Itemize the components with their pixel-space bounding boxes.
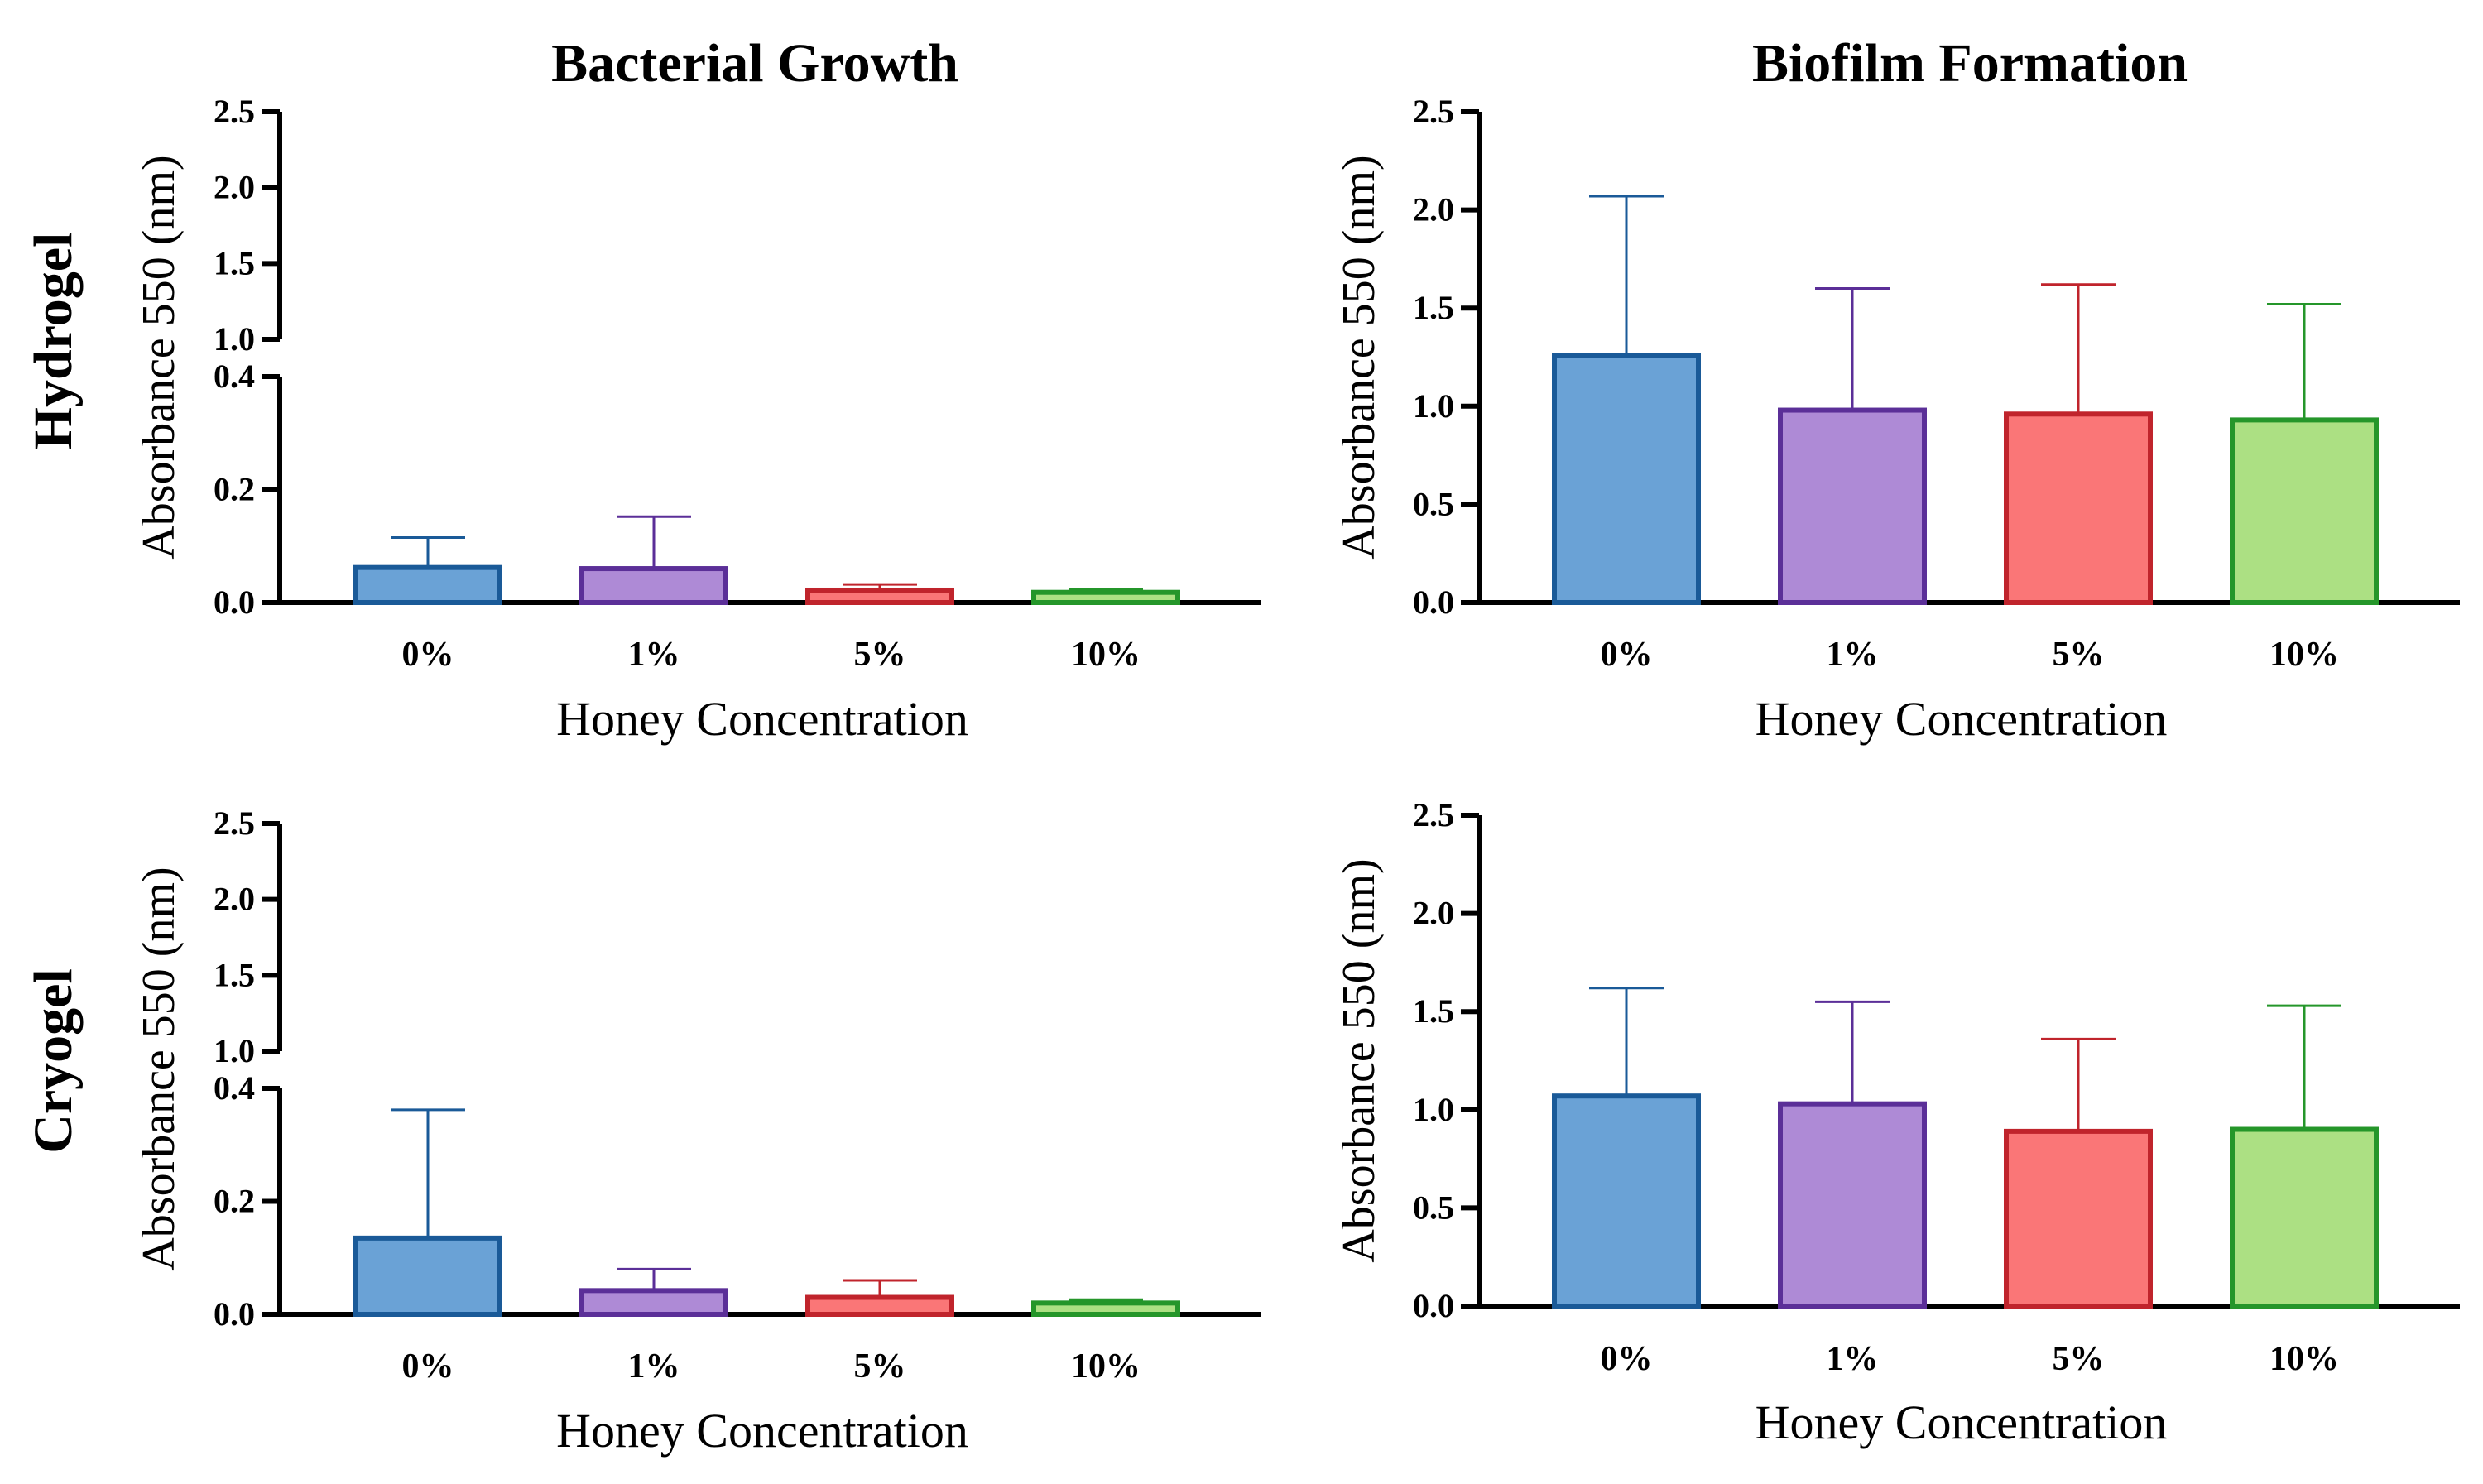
bar-1pct [579,1288,728,1317]
y-tick-label: 1.0 [1413,387,1454,425]
y-axis-title: Absorbance 550 (nm) [1333,155,1385,559]
y-tick-label: 1.0 [214,320,255,358]
x-tick-label: 10% [2269,636,2339,674]
x-tick-label: 5% [854,636,906,674]
y-tick-label: 1.0 [214,1032,255,1069]
x-tick-label: 1% [1827,1340,1879,1378]
y-tick-label: 0.0 [1413,584,1454,621]
x-tick-label: 10% [1071,1347,1141,1386]
x-tick-label: 5% [2053,1340,2105,1378]
y-tick-label: 1.5 [214,244,255,281]
x-axis-title: Honey Concentration [556,1404,968,1458]
y-tick-label: 2.0 [1413,895,1454,932]
x-tick-label: 0% [1601,636,1653,674]
y-axis-title: Absorbance 550 (nm) [133,867,185,1270]
x-axis-title: Honey Concentration [556,692,968,746]
x-tick-label: 0% [1601,1340,1653,1378]
x-tick-label: 5% [854,1347,906,1386]
panel-hydrogel-bacterial-growth: 0.0 0.2 0.41.0 1.5 2.0 2.5 0% 1% 5% 10% Honey Conc… [133,93,1261,746]
bar-0pct [353,564,502,605]
y-tick-label: 0.4 [214,358,255,395]
y-axis-title: Absorbance 550 (nm) [133,155,185,559]
y-tick-label: 1.0 [1413,1091,1454,1128]
bar-0pct [353,1235,502,1318]
y-tick-label: 1.5 [214,956,255,993]
y-tick-label: 2.5 [214,93,255,130]
x-tick-label: 1% [628,636,680,674]
y-axis-title: Absorbance 550 (nm) [1333,858,1385,1262]
col-title-bacterial-growth: Bacterial Growth [551,33,958,94]
y-tick-label: 1.5 [1413,992,1454,1030]
y-tick-label: 1.5 [1413,289,1454,326]
x-tick-label: 10% [2269,1340,2339,1378]
panel-hydrogel-biofilm-formation: 0.0 0.5 1.0 1.5 2.0 2.5 0% 1% 5% 10% Honey Concent… [1333,93,2460,746]
bar-10pct [2230,1126,2379,1309]
bar-5pct [2004,1128,2153,1309]
bar-5pct [805,587,954,605]
bar-10pct [1031,1300,1180,1317]
bar-1pct [579,566,728,605]
panel-cryogel-biofilm-formation: 0.0 0.5 1.0 1.5 2.0 2.5 0% 1% 5% 10% Honey Concent… [1333,796,2460,1449]
x-tick-label: 5% [2053,636,2105,674]
bar-1pct [1778,1101,1927,1309]
bar-0pct [1552,1093,1701,1309]
row-label-cryogel: Cryogel [23,968,84,1154]
y-tick-label: 0.0 [214,1295,255,1333]
panel-cryogel-bacterial-growth: 0.0 0.2 0.41.0 1.5 2.0 2.5 0% 1% 5% 10% Honey Conc… [133,804,1261,1458]
bar-5pct [805,1294,954,1318]
y-tick-label: 0.0 [1413,1287,1454,1324]
row-label-hydrogel: Hydrogel [23,233,84,450]
col-title-biofilm-formation: Biofilm Formation [1752,33,2188,94]
bar-0pct [1552,353,1701,605]
y-tick-label: 0.5 [1413,485,1454,522]
y-tick-label: 0.4 [214,1069,255,1107]
y-tick-label: 2.0 [1413,191,1454,228]
y-tick-label: 2.0 [214,881,255,918]
y-tick-label: 2.5 [214,804,255,842]
bar-10pct [2230,417,2379,605]
bar-1pct [1778,407,1927,605]
bar-5pct [2004,411,2153,605]
x-tick-label: 0% [402,636,454,674]
y-tick-label: 0.2 [214,1183,255,1220]
y-tick-label: 2.5 [1413,796,1454,833]
x-tick-label: 10% [1071,636,1141,674]
x-tick-label: 1% [1827,636,1879,674]
y-tick-label: 0.5 [1413,1189,1454,1226]
x-axis-title: Honey Concentration [1755,692,2168,746]
bar-10pct [1031,589,1180,606]
y-tick-label: 2.5 [1413,93,1454,130]
x-axis-title: Honey Concentration [1755,1395,2168,1449]
x-tick-label: 1% [628,1347,680,1386]
y-tick-label: 0.2 [214,471,255,508]
y-tick-label: 2.0 [214,169,255,206]
x-tick-label: 0% [402,1347,454,1386]
y-tick-label: 0.0 [214,584,255,621]
